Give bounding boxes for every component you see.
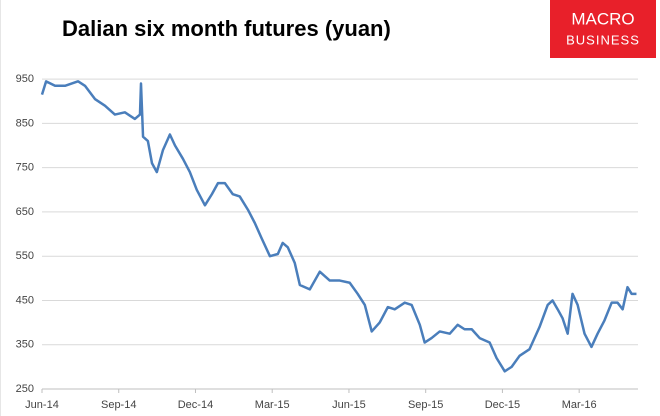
chart-title: Dalian six month futures (yuan) — [62, 16, 391, 41]
logo-text: MACRO — [571, 9, 634, 28]
y-tick-label: 750 — [16, 162, 34, 174]
x-tick-label: Jun-14 — [25, 399, 59, 411]
x-tick-label: Jun-15 — [332, 399, 366, 411]
x-tick-label: Dec-14 — [178, 399, 213, 411]
x-tick-label: Mar-15 — [255, 399, 290, 411]
y-tick-label: 550 — [16, 250, 34, 262]
logo-box — [550, 0, 656, 58]
series-line — [40, 80, 637, 373]
x-tick-label: Mar-16 — [562, 399, 597, 411]
x-tick-label: Sep-15 — [408, 399, 443, 411]
y-tick-label: 450 — [16, 294, 34, 306]
logo-text: BUSINESS — [566, 32, 640, 47]
y-tick-label: 850 — [16, 117, 34, 129]
y-tick-label: 950 — [16, 73, 34, 85]
y-tick-label: 250 — [16, 383, 34, 395]
y-tick-label: 350 — [16, 339, 34, 351]
x-tick-label: Sep-14 — [101, 399, 136, 411]
x-tick-label: Dec-15 — [485, 399, 520, 411]
y-tick-label: 650 — [16, 206, 34, 218]
